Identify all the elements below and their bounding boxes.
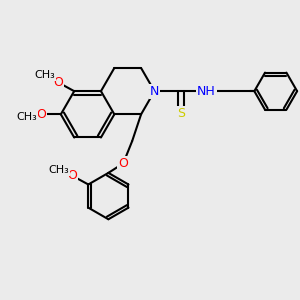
Text: O: O <box>67 169 77 182</box>
Text: CH₃: CH₃ <box>48 165 69 175</box>
Text: CH₃: CH₃ <box>16 112 37 122</box>
Text: S: S <box>177 107 185 120</box>
Text: O: O <box>53 76 63 89</box>
Text: O: O <box>118 157 128 170</box>
Text: NH: NH <box>197 85 216 98</box>
Text: CH₃: CH₃ <box>34 70 55 80</box>
Text: O: O <box>37 108 46 121</box>
Text: N: N <box>150 85 159 98</box>
